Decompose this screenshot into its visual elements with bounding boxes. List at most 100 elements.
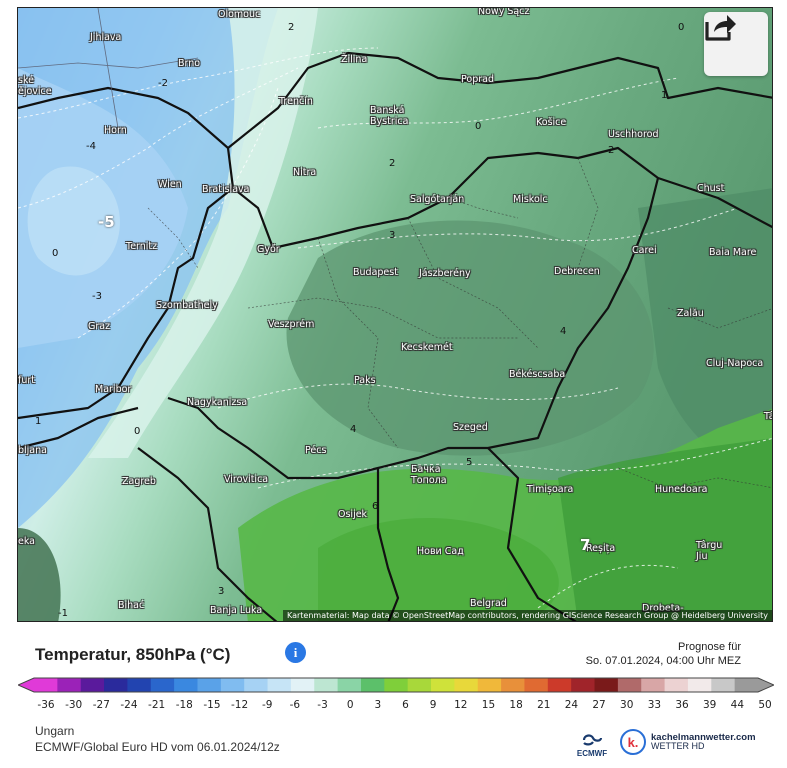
kachelmann-brand[interactable]: k. kachelmannwetter.com WETTER HD — [620, 729, 756, 755]
city-name: Salgótarján — [410, 194, 465, 205]
scale-tick-label: -21 — [148, 699, 166, 711]
scale-tick-label: -18 — [175, 699, 193, 711]
city-name: Graz — [88, 321, 111, 332]
city-name: Poprad — [461, 74, 494, 85]
isotherm-value: 3 — [389, 230, 396, 241]
city-label: Chust — [697, 183, 724, 194]
isotherm-value: 1 — [35, 416, 42, 427]
city-name: bljana — [18, 445, 47, 456]
city-name: Horn — [104, 125, 127, 136]
city-name: Nitra — [293, 167, 317, 178]
city-name: Бачка Топола — [411, 464, 447, 486]
isotherm-value: -5 — [98, 213, 115, 231]
scale-tick-label: -15 — [203, 699, 221, 711]
city-name: Maribor — [95, 384, 132, 395]
isotherm-value: -4 — [86, 141, 96, 152]
city-label: Bihać — [118, 600, 144, 611]
city-label: Pécs — [305, 445, 326, 456]
isotherm-value: 6 — [372, 501, 379, 512]
scale-tick-label: 44 — [730, 699, 745, 711]
isotherm-value: -1 — [58, 608, 68, 619]
share-button[interactable] — [704, 12, 768, 76]
city-label: Nitra — [293, 167, 316, 178]
scale-tick-label: -12 — [230, 699, 249, 711]
scale-tick-label: 12 — [454, 699, 468, 711]
city-label: Poprad — [461, 74, 494, 85]
city-name: Chust — [697, 183, 725, 194]
city-name: Brno — [178, 58, 201, 69]
city-name: Banská Bystrica — [370, 105, 409, 127]
city-name: Olomouc — [218, 9, 261, 20]
scale-tick-label: 6 — [402, 699, 409, 711]
city-name: Košice — [536, 117, 567, 128]
city-label: Szombathely — [156, 300, 218, 311]
scale-segment — [594, 678, 619, 692]
scale-tick-label: 30 — [620, 699, 634, 711]
temperature-map[interactable]: Olomouc Nowy Sącz Jihlava Brno Žilina Poprad s… — [17, 7, 773, 622]
scale-segment — [407, 678, 432, 692]
city-name: Debrecen — [554, 266, 600, 277]
city-label: furt — [18, 375, 35, 386]
scale-tick-label: 9 — [429, 699, 437, 711]
city-label: Veszprém — [268, 319, 314, 330]
city-label: Târgu Jiu — [696, 540, 722, 562]
city-name: Miskolc — [513, 194, 548, 205]
city-name: Banja Luka — [210, 605, 263, 616]
city-label: Hunedoara — [655, 484, 707, 495]
city-label: Osijek — [338, 509, 367, 520]
ecmwf-label: ECMWF — [576, 749, 608, 758]
city-label: Maribor — [95, 384, 131, 395]
city-label: Banská Bystrica — [370, 105, 408, 127]
city-label: bljana — [18, 445, 47, 456]
model-run-label: ECMWF/Global Euro HD vom 06.01.2024/12z — [35, 740, 280, 754]
city-label: Belgrad — [470, 598, 507, 609]
city-label: Banja Luka — [210, 605, 262, 616]
scale-segment — [547, 678, 572, 692]
city-label: Bratislava — [202, 184, 249, 195]
city-name: eka — [18, 536, 36, 547]
city-name: Osijek — [338, 509, 368, 520]
city-label: Paks — [354, 375, 376, 386]
scale-segment — [664, 678, 689, 692]
map-attribution: Kartenmaterial: Map data © OpenStreetMap… — [282, 610, 772, 621]
scale-tick-label: -6 — [289, 699, 301, 711]
isotherm-value: -2 — [158, 78, 168, 89]
city-label: Uschhorod — [608, 129, 659, 140]
scale-segment — [337, 678, 362, 692]
info-icon[interactable]: i — [285, 642, 306, 663]
city-label: Нови Сад — [417, 546, 464, 557]
city-label: Nagykanizsa — [187, 397, 247, 408]
city-label: Graz — [88, 321, 110, 332]
scale-segment — [127, 678, 152, 692]
city-label: Košice — [536, 117, 566, 128]
map-canvas — [18, 8, 772, 621]
isotherm-value: 4 — [560, 326, 567, 337]
city-name: Hunedoara — [655, 484, 708, 495]
city-name: Carei — [632, 245, 657, 256]
scale-segment — [80, 678, 105, 692]
city-label: Trenčín — [279, 96, 313, 107]
city-name: Nowy Sącz — [478, 7, 530, 17]
city-label: Tâ — [764, 411, 772, 422]
city-name: Uschhorod — [608, 129, 659, 140]
city-label: Zalău — [677, 308, 704, 319]
city-name: Virovitica — [224, 474, 269, 485]
scale-tick-label: 18 — [509, 699, 523, 711]
city-label: Carei — [632, 245, 657, 256]
scale-segment — [314, 678, 339, 692]
scale-segment — [571, 678, 596, 692]
scale-segment — [104, 678, 128, 692]
scale-segment — [384, 678, 409, 692]
scale-segment — [220, 678, 245, 692]
scale-tick-label: -27 — [92, 699, 110, 711]
scale-segment — [34, 678, 58, 692]
city-label: Kecskemét — [401, 342, 453, 353]
city-label: Salgótarján — [410, 194, 464, 205]
city-name: Nagykanizsa — [187, 397, 248, 408]
isotherm-value: -3 — [92, 291, 102, 302]
scale-tick-label: -36 — [37, 699, 55, 711]
scale-segment — [290, 678, 315, 692]
city-name: Jászberény — [419, 268, 471, 279]
scale-max-arrow — [758, 678, 774, 692]
ecmwf-icon — [582, 734, 603, 746]
